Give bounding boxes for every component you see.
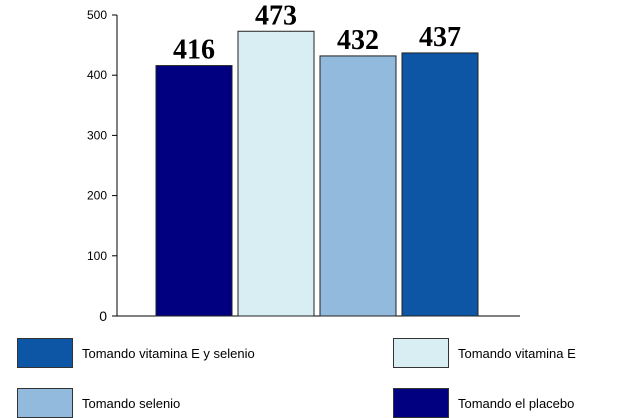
legend-swatch: [17, 388, 73, 418]
bars: [155, 30, 479, 317]
legend-item-vitamina-e: Tomando vitamina E: [393, 338, 576, 368]
legend-swatch: [393, 388, 449, 418]
legend-swatch: [17, 338, 73, 368]
bar: [319, 55, 397, 317]
legend-label: Tomando el placebo: [458, 395, 575, 411]
legend-item-vitamina-e-y-selenio: Tomando vitamina E y selenio: [17, 338, 255, 368]
data-label: 437: [419, 22, 461, 53]
legend-label: Tomando vitamina E y selenio: [82, 345, 255, 361]
bar: [237, 30, 315, 317]
legend-label: Tomando selenio: [82, 395, 181, 411]
bar: [401, 52, 479, 317]
data-label: 416: [173, 35, 215, 66]
data-label: 432: [337, 25, 379, 56]
y-tick-label: 500: [87, 8, 107, 22]
bar: [155, 65, 233, 317]
y-tick-label: 0: [99, 308, 107, 324]
legend-item-placebo: Tomando el placebo: [393, 388, 574, 418]
y-tick-label: 300: [87, 128, 107, 142]
legend-swatch: [393, 338, 449, 368]
data-label: 473: [255, 0, 297, 31]
y-tick-label: 400: [87, 68, 107, 82]
y-tick-label: 200: [87, 189, 107, 203]
y-tick-label: 100: [87, 249, 107, 263]
data-labels: 416 473 432 437: [173, 0, 461, 65]
legend-label: Tomando vitamina E: [458, 345, 576, 361]
legend-item-selenio: Tomando selenio: [17, 388, 180, 418]
